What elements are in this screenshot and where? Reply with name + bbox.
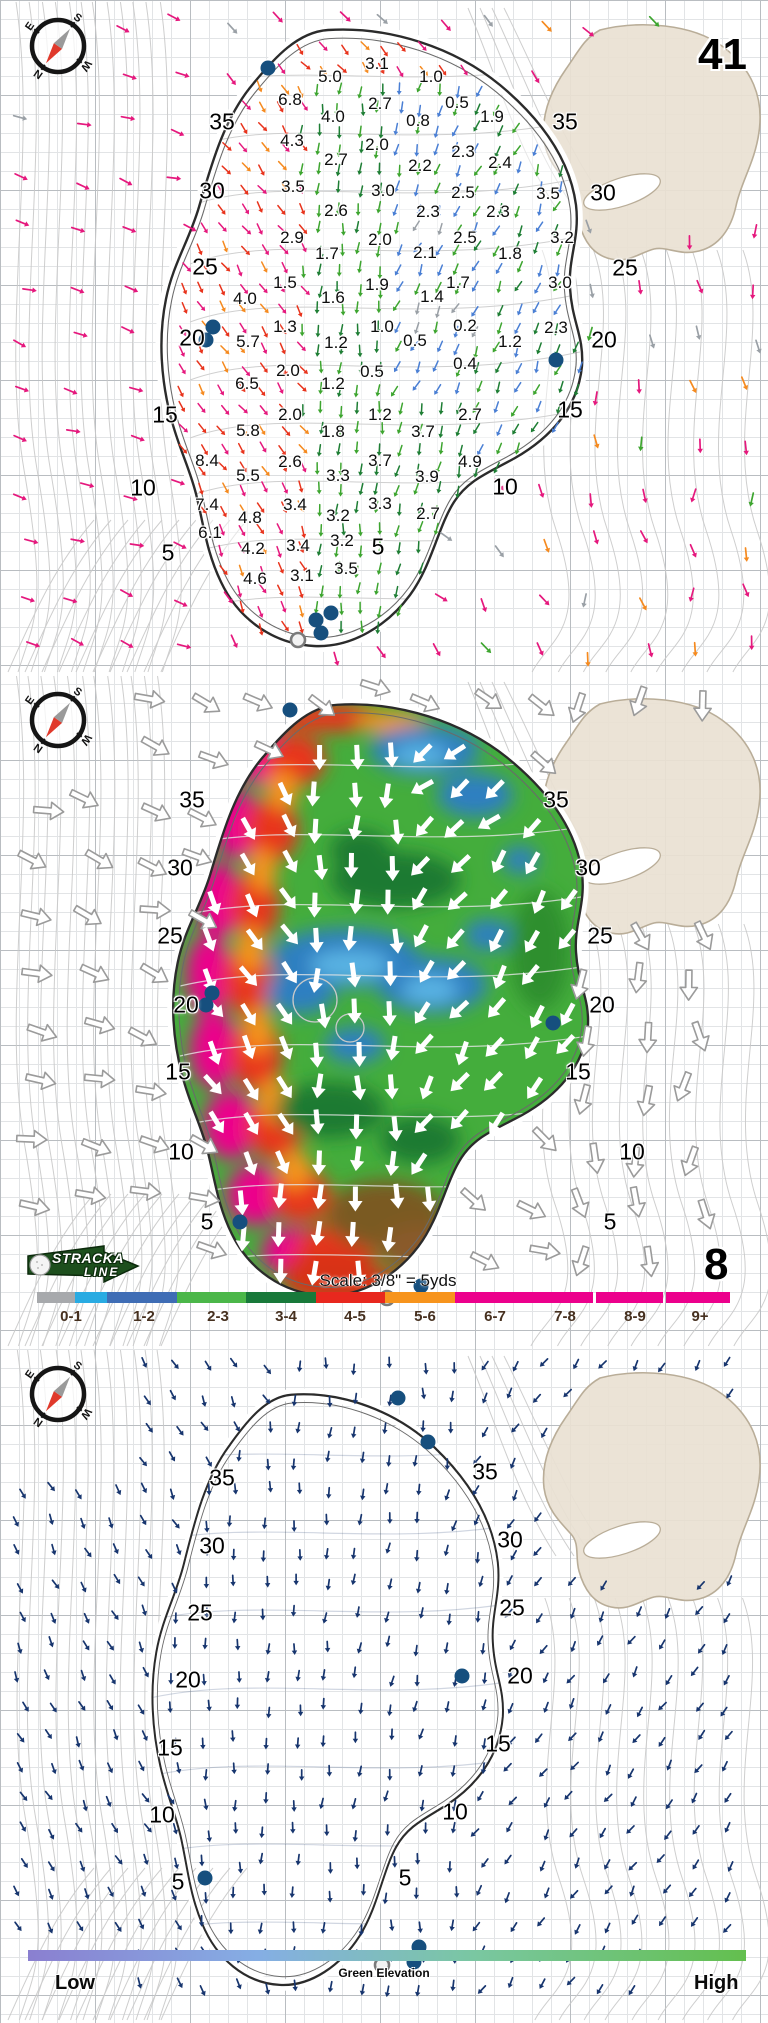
slope-legend-label: 5-6 [414, 1308, 436, 1325]
sprinkler-dot [197, 1870, 213, 1886]
sprinkler-dots [197, 1390, 470, 1974]
logo-text-line: LINE [84, 1265, 120, 1279]
slope-legend-segment [455, 1292, 593, 1303]
sprinkler-dot [323, 605, 339, 621]
elevation-gradient-bar [28, 1950, 746, 1961]
sprinkler-dot [413, 1278, 429, 1294]
slope-legend-label: 4-5 [344, 1308, 366, 1325]
sprinkler-dot [420, 1434, 436, 1450]
strackaline-logo-banner [27, 1245, 140, 1284]
slope-legend-segment [75, 1292, 107, 1303]
sprinkler-dot [390, 1390, 406, 1406]
sprinkler-dot [454, 1668, 470, 1684]
logo-text-stracka: STRACKA [52, 1250, 124, 1266]
sprinkler-dot [204, 985, 220, 1001]
slope-arrows-panel1 [12, 11, 762, 667]
elevation-low-label: Low [55, 1972, 95, 1994]
slope-legend-segment [316, 1292, 385, 1303]
slope-legend-segment [246, 1292, 316, 1303]
sprinkler-dots [198, 60, 564, 649]
slope-legend-label: 7-8 [554, 1308, 576, 1325]
fall-line-arrows-panel3 [12, 1356, 734, 1998]
map-scale-label: Scale: 3/8" = 5yds [319, 1271, 457, 1290]
slope-legend-label: 1-2 [133, 1308, 155, 1325]
sprinkler-dot [205, 319, 221, 335]
pin-marker [289, 631, 307, 649]
slope-legend-segment [666, 1292, 730, 1303]
hole-number-slope-panel: 41 [698, 30, 747, 79]
slope-arrows-panel2 [15, 678, 716, 1286]
sprinkler-dot [260, 60, 276, 76]
sprinkler-dot [548, 352, 564, 368]
bunker [542, 698, 761, 935]
sprinkler-dot [545, 1015, 561, 1031]
strackaline-logo: STRACKA LINE [26, 1244, 144, 1292]
slope-legend-segment [596, 1292, 663, 1303]
sprinkler-dot [232, 1214, 248, 1230]
slope-legend-label: 9+ [691, 1308, 709, 1325]
slope-legend: 0-1 1-2 2-3 3-4 4-5 5-6 6-7 7-8 8-9 9+ [0, 1292, 768, 1334]
sprinkler-dot [308, 612, 324, 628]
golf-ball-icon [29, 1254, 51, 1276]
bunker [542, 1372, 761, 1609]
hole-number-heat-panel: 8 [704, 1240, 729, 1289]
slope-legend-segment [177, 1292, 246, 1303]
sprinkler-dot [198, 332, 214, 348]
sprinkler-dot [198, 997, 214, 1013]
elevation-high-label: High [694, 1972, 739, 1994]
slope-legend-segment [107, 1292, 177, 1303]
slope-legend-label: 6-7 [484, 1308, 506, 1325]
contour-lines [7, 1349, 768, 2021]
slope-legend-segment [37, 1292, 75, 1303]
bunker [542, 24, 761, 261]
slope-legend-label: 8-9 [624, 1308, 646, 1325]
elevation-title-label: Green Elevation [338, 1966, 430, 1980]
slope-legend-segment [385, 1292, 455, 1303]
sprinkler-dot [313, 625, 329, 641]
sprinkler-dot [282, 702, 298, 718]
slope-legend-label: 2-3 [207, 1308, 229, 1325]
slope-legend-label: 0-1 [60, 1308, 82, 1325]
slope-legend-label: 3-4 [275, 1308, 297, 1325]
